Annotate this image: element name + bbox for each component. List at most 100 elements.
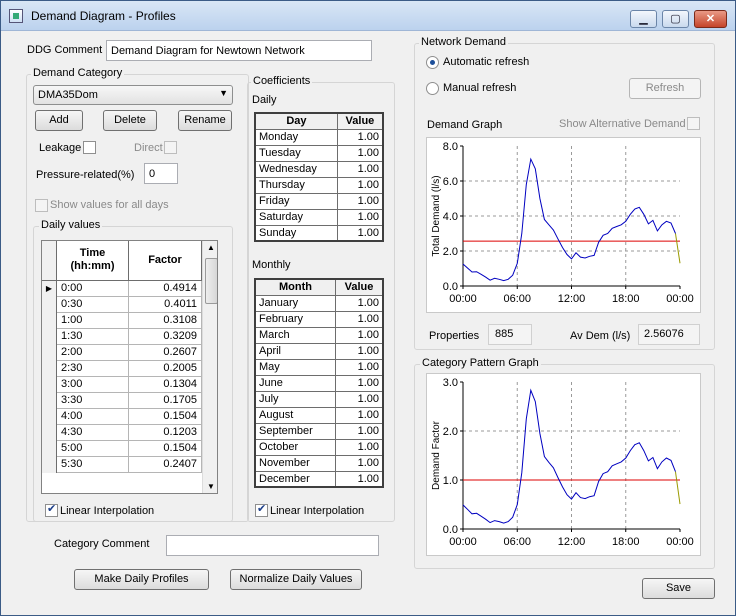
show-all-checkbox[interactable]: [35, 199, 48, 212]
name-cell[interactable]: Thursday: [254, 176, 338, 194]
factor-cell[interactable]: 0.4011: [129, 297, 202, 313]
name-cell[interactable]: December: [254, 470, 336, 488]
value-cell[interactable]: 1.00: [334, 374, 384, 392]
table-row[interactable]: July 1.00: [254, 390, 384, 408]
table-row[interactable]: Tuesday 1.00: [254, 144, 384, 162]
value-cell[interactable]: 1.00: [334, 454, 384, 472]
name-cell[interactable]: September: [254, 422, 336, 440]
table-row[interactable]: June 1.00: [254, 374, 384, 392]
table-row[interactable]: Monday 1.00: [254, 128, 384, 146]
row-header[interactable]: [42, 377, 57, 393]
scrollbar-thumb[interactable]: [205, 258, 217, 304]
factor-cell[interactable]: 0.1705: [129, 393, 202, 409]
ddg-comment-input[interactable]: [106, 40, 372, 61]
row-header[interactable]: [42, 345, 57, 361]
pressure-input[interactable]: [144, 163, 178, 184]
row-header[interactable]: [42, 313, 57, 329]
table-row[interactable]: 5:30 0.2407: [42, 457, 202, 473]
factor-cell[interactable]: 0.4914: [129, 281, 202, 297]
factor-cell[interactable]: 0.2407: [129, 457, 202, 473]
table-row[interactable]: 5:00 0.1504: [42, 441, 202, 457]
name-cell[interactable]: October: [254, 438, 336, 456]
table-row[interactable]: September 1.00: [254, 422, 384, 440]
row-header[interactable]: [42, 297, 57, 313]
scroll-up-icon[interactable]: ▲: [207, 243, 215, 252]
daily-linear-checkbox[interactable]: [45, 502, 58, 517]
name-cell[interactable]: January: [254, 294, 336, 312]
table-row[interactable]: 3:00 0.1304: [42, 377, 202, 393]
make-daily-profiles-button[interactable]: Make Daily Profiles: [74, 569, 209, 590]
table-row[interactable]: Saturday 1.00: [254, 208, 384, 226]
factor-cell[interactable]: 0.2607: [129, 345, 202, 361]
factor-cell[interactable]: 0.2005: [129, 361, 202, 377]
value-cell[interactable]: 1.00: [336, 192, 384, 210]
scroll-down-icon[interactable]: ▼: [207, 482, 215, 491]
factor-cell[interactable]: 0.1504: [129, 409, 202, 425]
time-cell[interactable]: 5:30: [57, 457, 129, 473]
time-cell[interactable]: 3:00: [57, 377, 129, 393]
table-row[interactable]: May 1.00: [254, 358, 384, 376]
value-cell[interactable]: 1.00: [336, 224, 384, 242]
table-row[interactable]: 4:00 0.1504: [42, 409, 202, 425]
table-row[interactable]: October 1.00: [254, 438, 384, 456]
name-cell[interactable]: Friday: [254, 192, 338, 210]
table-row[interactable]: February 1.00: [254, 310, 384, 328]
value-cell[interactable]: 1.00: [334, 470, 384, 488]
factor-cell[interactable]: 0.3209: [129, 329, 202, 345]
normalize-daily-values-button[interactable]: Normalize Daily Values: [230, 569, 362, 590]
table-row[interactable]: Wednesday 1.00: [254, 160, 384, 178]
time-cell[interactable]: 2:00: [57, 345, 129, 361]
vertical-scrollbar[interactable]: ▲ ▼: [202, 241, 217, 493]
category-comment-input[interactable]: [166, 535, 379, 556]
time-cell[interactable]: 4:30: [57, 425, 129, 441]
value-cell[interactable]: 1.00: [334, 422, 384, 440]
name-cell[interactable]: June: [254, 374, 336, 392]
table-row[interactable]: 2:00 0.2607: [42, 345, 202, 361]
name-cell[interactable]: Monday: [254, 128, 338, 146]
table-row[interactable]: 3:30 0.1705: [42, 393, 202, 409]
name-cell[interactable]: May: [254, 358, 336, 376]
name-cell[interactable]: Saturday: [254, 208, 338, 226]
delete-button[interactable]: Delete: [103, 110, 157, 131]
time-cell[interactable]: 2:30: [57, 361, 129, 377]
value-cell[interactable]: 1.00: [336, 128, 384, 146]
daily-coefficients-table[interactable]: Day Value Monday 1.00 Tuesday 1.00 Wednesday 1…: [254, 112, 384, 242]
value-cell[interactable]: 1.00: [336, 176, 384, 194]
table-row[interactable]: 1:30 0.3209: [42, 329, 202, 345]
rename-button[interactable]: Rename: [178, 110, 232, 131]
row-header[interactable]: [42, 409, 57, 425]
factor-cell[interactable]: 0.3108: [129, 313, 202, 329]
time-cell[interactable]: 0:30: [57, 297, 129, 313]
factor-cell[interactable]: 0.1504: [129, 441, 202, 457]
factor-cell[interactable]: 0.1203: [129, 425, 202, 441]
value-cell[interactable]: 1.00: [334, 342, 384, 360]
row-header[interactable]: [42, 457, 57, 473]
manual-refresh-radio[interactable]: [426, 82, 439, 95]
col-time-header[interactable]: Time (hh:mm): [57, 241, 129, 281]
factor-cell[interactable]: 0.1304: [129, 377, 202, 393]
monthly-linear-checkbox[interactable]: [255, 502, 268, 517]
table-row[interactable]: December 1.00: [254, 470, 384, 488]
table-row[interactable]: November 1.00: [254, 454, 384, 472]
value-cell[interactable]: 1.00: [334, 406, 384, 424]
minimize-button[interactable]: ▁: [630, 10, 657, 28]
name-cell[interactable]: Sunday: [254, 224, 338, 242]
current-row-indicator-icon[interactable]: ▶: [42, 281, 57, 297]
show-alternative-checkbox[interactable]: [687, 117, 700, 130]
name-cell[interactable]: Tuesday: [254, 144, 338, 162]
row-header[interactable]: [42, 329, 57, 345]
name-cell[interactable]: April: [254, 342, 336, 360]
name-cell[interactable]: July: [254, 390, 336, 408]
save-button[interactable]: Save: [642, 578, 715, 599]
monthly-coefficients-table[interactable]: Month Value January 1.00 February 1.00 March 1…: [254, 278, 384, 488]
name-cell[interactable]: February: [254, 310, 336, 328]
time-cell[interactable]: 0:00: [57, 281, 129, 297]
table-row[interactable]: March 1.00: [254, 326, 384, 344]
time-cell[interactable]: 3:30: [57, 393, 129, 409]
time-cell[interactable]: 4:00: [57, 409, 129, 425]
automatic-refresh-radio[interactable]: [426, 56, 439, 69]
col-factor-header[interactable]: Factor: [129, 241, 202, 281]
value-cell[interactable]: 1.00: [334, 310, 384, 328]
value-cell[interactable]: 1.00: [336, 144, 384, 162]
row-header[interactable]: [42, 361, 57, 377]
